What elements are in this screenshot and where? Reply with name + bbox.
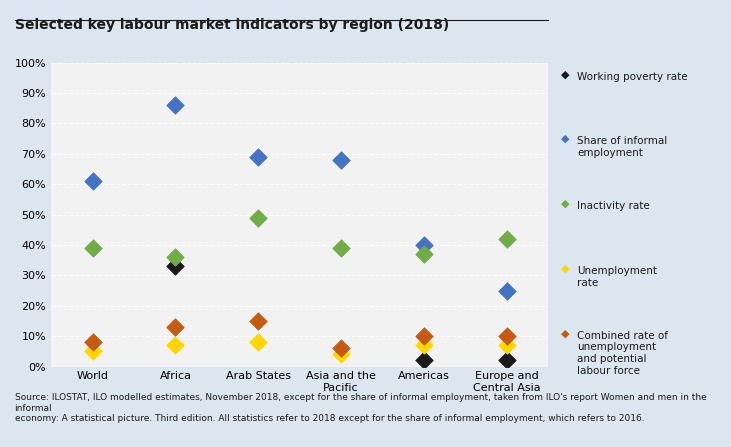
Point (252, 339, 264, 346)
Text: Selected key labour market indicators by region (2018): Selected key labour market indicators by… (15, 18, 449, 32)
Text: Working poverty rate: Working poverty rate (577, 72, 688, 81)
Point (252, 317, 264, 325)
Point (170, 263, 181, 270)
Point (418, 357, 430, 364)
Point (87, 339, 99, 346)
Text: Unemployment
rate: Unemployment rate (577, 266, 657, 287)
Text: Source: ILOSTAT, ILO modelled estimates, November 2018, except for the share of : Source: ILOSTAT, ILO modelled estimates,… (15, 393, 706, 423)
Text: Share of informal
employment: Share of informal employment (577, 136, 667, 158)
Text: ◆: ◆ (561, 264, 570, 274)
Point (87, 177, 99, 185)
Point (87, 245, 99, 252)
Text: ◆: ◆ (561, 134, 570, 144)
Point (252, 214, 264, 221)
Point (87, 348, 99, 355)
Point (170, 324, 181, 331)
Point (501, 333, 512, 340)
Point (501, 357, 512, 364)
Text: ◆: ◆ (561, 329, 570, 338)
Point (336, 351, 347, 358)
Text: Inactivity rate: Inactivity rate (577, 201, 651, 211)
Text: ◆: ◆ (561, 69, 570, 79)
Text: Combined rate of
unemployment
and potential
labour force: Combined rate of unemployment and potent… (577, 331, 668, 375)
Point (170, 342, 181, 349)
Point (336, 245, 347, 252)
Point (336, 345, 347, 352)
Point (501, 342, 512, 349)
Point (170, 101, 181, 109)
Point (418, 342, 430, 349)
Point (418, 333, 430, 340)
Point (418, 241, 430, 249)
Point (501, 287, 512, 294)
Point (252, 153, 264, 160)
Point (501, 235, 512, 242)
Point (418, 250, 430, 257)
Point (336, 156, 347, 164)
Text: ◆: ◆ (561, 199, 570, 209)
Point (170, 253, 181, 261)
